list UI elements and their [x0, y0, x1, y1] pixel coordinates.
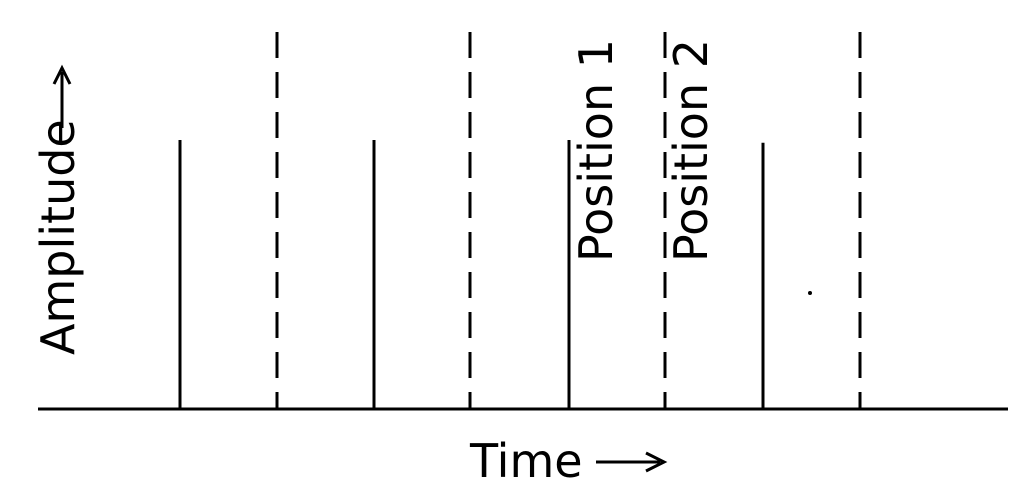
x-axis-arrow-icon: [596, 451, 668, 473]
marker-group: [275, 32, 862, 409]
marker-label-position-2: Position 2: [664, 39, 718, 262]
pulse-group: [178, 140, 765, 409]
marker-label-position-1: Position 1: [569, 39, 623, 262]
scan-speck: [808, 291, 812, 295]
x-axis-label: Time: [469, 434, 583, 488]
y-axis-arrow-icon: [52, 64, 72, 128]
y-axis-label: Amplitude: [31, 119, 85, 355]
